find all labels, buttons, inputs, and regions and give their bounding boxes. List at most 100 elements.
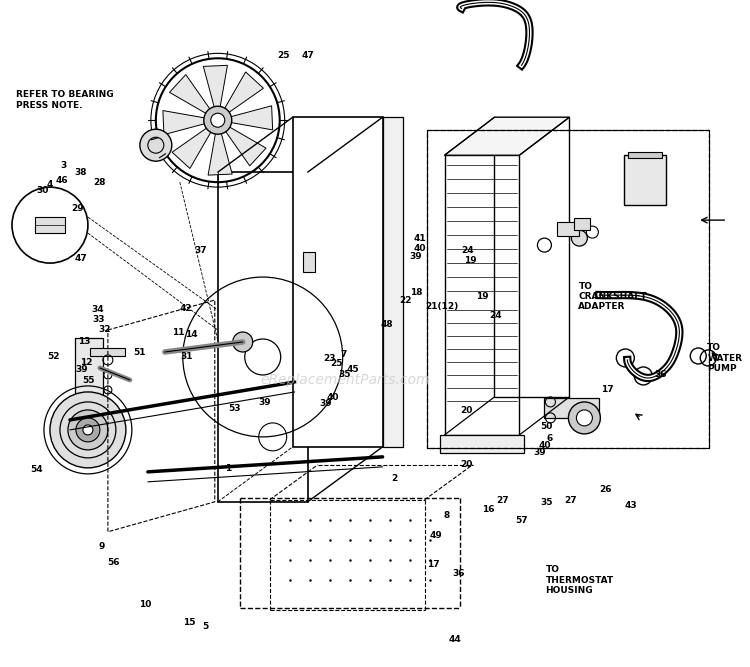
Text: 20: 20	[460, 406, 472, 415]
Text: REFER TO BEARING
PRESS NOTE.: REFER TO BEARING PRESS NOTE.	[16, 90, 114, 109]
Text: 4: 4	[47, 179, 53, 189]
Text: 18: 18	[410, 287, 423, 297]
Text: 39: 39	[320, 399, 332, 408]
Bar	[382, 117, 403, 447]
Bar	[494, 117, 569, 397]
Text: 52: 52	[48, 352, 60, 361]
Text: 48: 48	[380, 320, 393, 329]
Text: 40: 40	[414, 243, 427, 253]
Circle shape	[232, 332, 253, 352]
Text: 8: 8	[443, 511, 450, 520]
Text: 39: 39	[75, 365, 88, 374]
Text: eReplacementParts.com: eReplacementParts.com	[260, 373, 430, 387]
Circle shape	[204, 106, 232, 134]
Text: 40: 40	[538, 441, 551, 450]
Bar	[90, 348, 124, 356]
Text: TO
WATER
PUMP: TO WATER PUMP	[707, 344, 742, 374]
Bar	[445, 155, 520, 435]
Circle shape	[577, 410, 592, 426]
Text: 10: 10	[140, 600, 152, 608]
Text: 24: 24	[489, 311, 502, 320]
Bar	[440, 435, 524, 453]
Text: 26: 26	[599, 485, 611, 494]
Text: 3: 3	[61, 161, 67, 170]
Text: 24: 24	[461, 245, 474, 255]
Polygon shape	[203, 65, 227, 113]
Text: 38: 38	[74, 169, 86, 177]
Text: 46: 46	[55, 176, 68, 185]
Text: 42: 42	[179, 303, 192, 313]
Text: 17: 17	[427, 560, 440, 569]
Text: TO
CRANKSHAFT
ADAPTER: TO CRANKSHAFT ADAPTER	[578, 281, 647, 311]
Text: 11: 11	[172, 328, 184, 338]
Text: 30: 30	[37, 186, 49, 195]
Text: 27: 27	[496, 496, 509, 505]
Bar	[574, 218, 590, 230]
Circle shape	[572, 230, 587, 246]
Text: 12: 12	[80, 358, 92, 368]
Text: 7: 7	[340, 350, 347, 359]
Bar	[35, 217, 65, 233]
Text: 27: 27	[565, 496, 578, 505]
Text: 33: 33	[93, 315, 105, 324]
Bar	[217, 172, 308, 502]
Text: 41: 41	[414, 234, 427, 243]
Text: 23: 23	[323, 354, 336, 363]
Circle shape	[50, 392, 126, 468]
Text: 54: 54	[31, 465, 43, 474]
Text: 22: 22	[399, 295, 412, 305]
Text: 39: 39	[533, 448, 546, 458]
Text: 55: 55	[82, 376, 94, 385]
Bar	[628, 152, 662, 158]
Bar	[557, 222, 580, 236]
Text: 16: 16	[482, 505, 495, 514]
Text: 25: 25	[277, 51, 290, 60]
Polygon shape	[172, 125, 214, 169]
Text: 1: 1	[226, 464, 232, 474]
Text: 57: 57	[515, 516, 528, 524]
Text: 37: 37	[194, 246, 207, 255]
Text: 51: 51	[133, 348, 146, 358]
Polygon shape	[222, 124, 266, 166]
Text: 56: 56	[107, 558, 119, 566]
Text: 36: 36	[655, 370, 667, 379]
Text: 31: 31	[180, 352, 193, 362]
Text: 43: 43	[625, 501, 638, 510]
Text: 5: 5	[202, 622, 208, 631]
Polygon shape	[208, 128, 232, 175]
Text: 36: 36	[452, 569, 465, 578]
Text: 34: 34	[92, 305, 104, 314]
Text: 19: 19	[476, 292, 489, 301]
Text: 47: 47	[302, 51, 314, 60]
Text: 39: 39	[258, 398, 271, 408]
Text: 29: 29	[70, 203, 83, 213]
Bar	[303, 252, 315, 272]
Bar	[427, 130, 710, 448]
Text: 45: 45	[346, 365, 359, 374]
Polygon shape	[226, 106, 273, 130]
Circle shape	[76, 418, 100, 442]
Text: 6: 6	[547, 434, 553, 443]
Bar	[75, 338, 103, 398]
Circle shape	[83, 425, 93, 435]
Text: 50: 50	[540, 422, 552, 432]
Text: 35: 35	[338, 370, 351, 380]
Circle shape	[68, 410, 108, 450]
Polygon shape	[163, 111, 210, 135]
Text: 20: 20	[460, 460, 472, 470]
Text: 9: 9	[99, 542, 105, 551]
Text: 53: 53	[228, 404, 241, 413]
Bar	[292, 117, 382, 447]
Text: 44: 44	[448, 636, 461, 644]
Text: 14: 14	[185, 329, 198, 339]
Text: TO
THERMOSTAT
HOUSING: TO THERMOSTAT HOUSING	[545, 566, 614, 595]
Text: 17: 17	[601, 385, 613, 394]
Text: 2: 2	[392, 474, 398, 484]
Text: 40: 40	[326, 393, 339, 402]
Text: 13: 13	[78, 337, 90, 346]
Text: 15: 15	[183, 618, 196, 626]
Polygon shape	[170, 75, 213, 116]
Text: 28: 28	[94, 177, 106, 187]
Circle shape	[140, 129, 172, 161]
Text: 21(12): 21(12)	[425, 302, 459, 311]
